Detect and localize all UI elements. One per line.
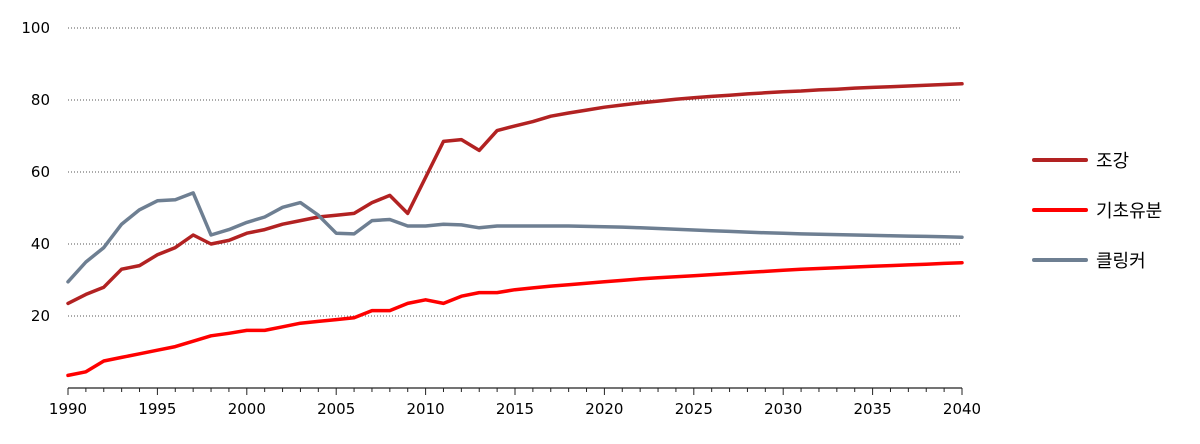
legend-label: 기초유분 [1096, 201, 1163, 222]
x-tick-label: 1990 [49, 400, 87, 418]
series-line-2 [66, 191, 964, 284]
x-tick-label: 2020 [585, 400, 623, 418]
series-lines [66, 82, 964, 378]
x-tick-label: 2005 [317, 400, 355, 418]
legend-swatch [1032, 208, 1088, 212]
x-tick-label: 2015 [496, 400, 534, 418]
x-tick-label: 2030 [764, 400, 802, 418]
series-line-1 [66, 260, 964, 378]
legend-item-series-0: 조강 [1032, 148, 1162, 172]
x-tick-label: 1995 [138, 400, 176, 418]
legend-item-series-1: 기초유분 [1032, 198, 1162, 222]
x-tick-label: 2010 [407, 400, 445, 418]
legend-item-series-2: 클링커 [1032, 248, 1162, 272]
x-tick-label: 2025 [675, 400, 713, 418]
series-line-0 [66, 82, 964, 306]
legend-label: 조강 [1096, 151, 1130, 172]
legend-label: 클링커 [1096, 251, 1146, 272]
legend: 조강 기초유분 클링커 [1032, 148, 1162, 298]
y-tick-label: 80 [31, 91, 50, 109]
y-tick-label: 100 [21, 19, 50, 37]
legend-swatch [1032, 158, 1088, 162]
y-tick-label: 40 [31, 235, 50, 253]
x-tick-label: 2035 [854, 400, 892, 418]
legend-swatch [1032, 258, 1088, 262]
x-tick-label: 2040 [943, 400, 981, 418]
y-tick-label: 20 [31, 307, 50, 325]
gridlines [68, 27, 962, 317]
x-tick-label: 2000 [228, 400, 266, 418]
y-tick-label: 60 [31, 163, 50, 181]
